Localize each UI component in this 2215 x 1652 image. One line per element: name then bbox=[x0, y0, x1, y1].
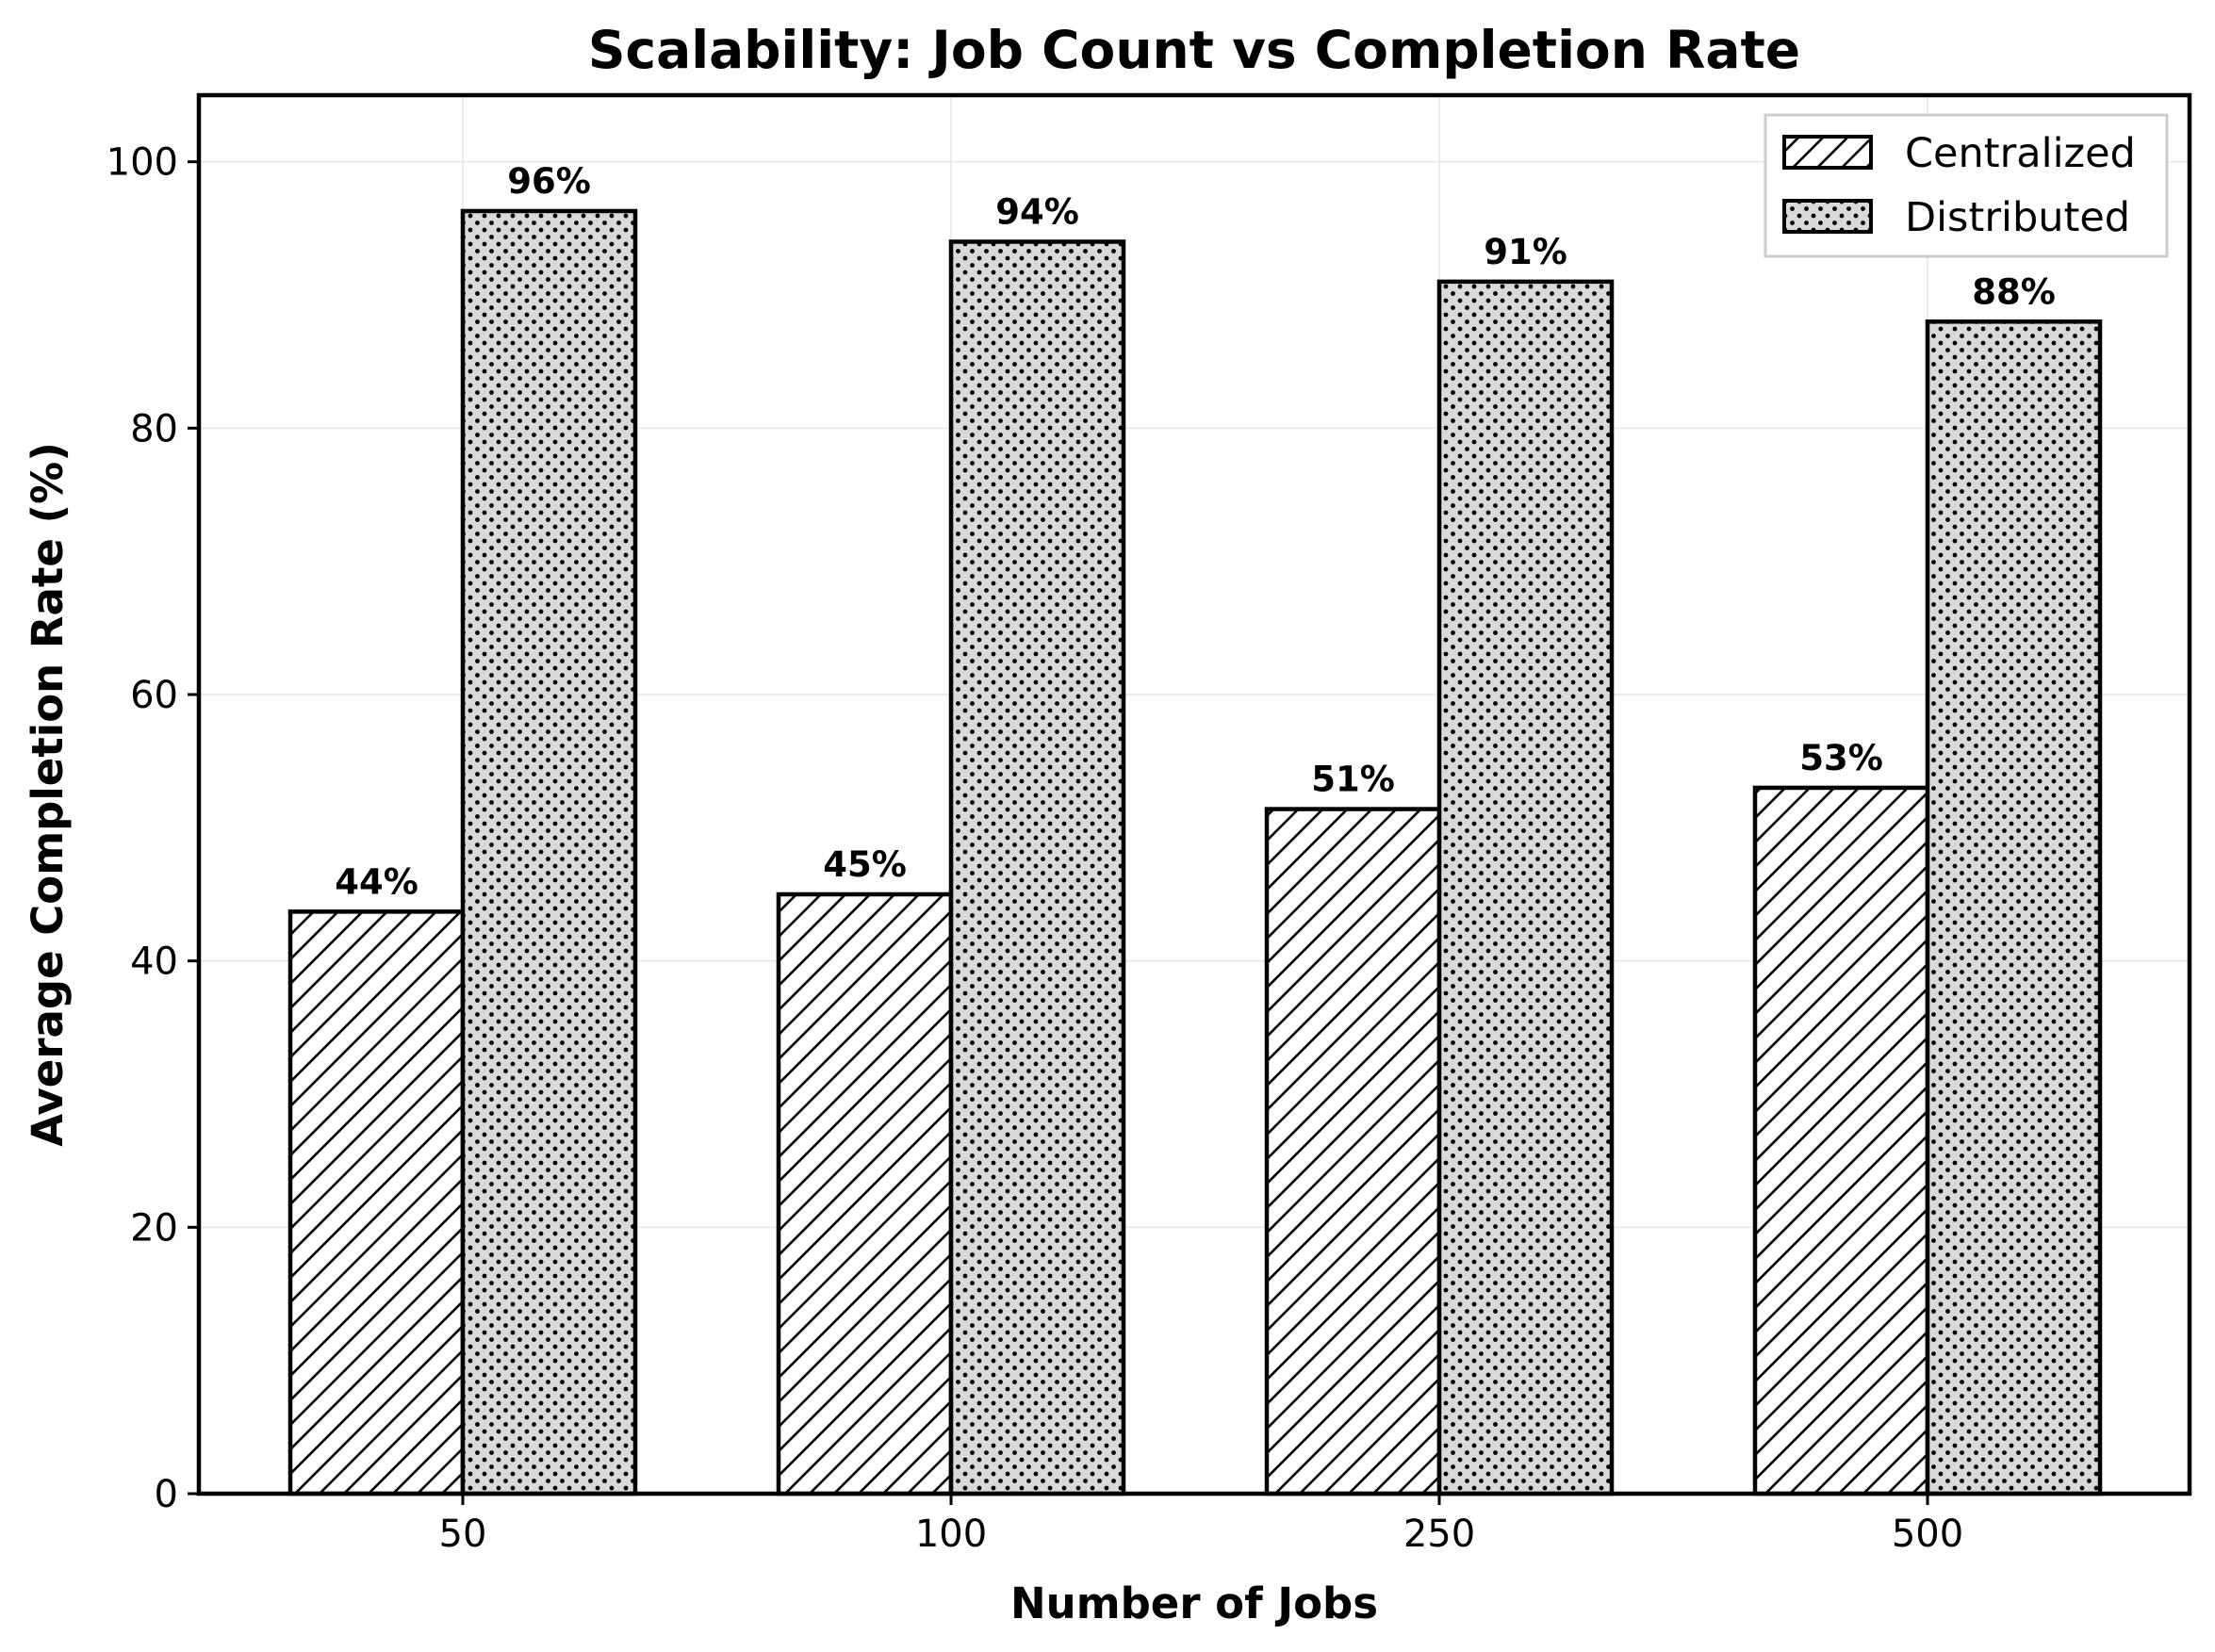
bar-centralized-50 bbox=[287, 909, 466, 1497]
y-tick-label: 40 bbox=[130, 940, 178, 984]
legend-swatch-centralized bbox=[1782, 135, 1873, 170]
bar-centralized-250 bbox=[1264, 807, 1442, 1497]
x-tick-label: 100 bbox=[915, 1513, 987, 1556]
bar-centralized-100 bbox=[776, 891, 954, 1497]
x-tick-label: 250 bbox=[1403, 1513, 1475, 1556]
x-tick-label: 50 bbox=[439, 1513, 487, 1556]
y-tick-label: 80 bbox=[130, 407, 178, 450]
data-label-centralized-250: 51% bbox=[1311, 760, 1395, 800]
bars-group bbox=[287, 208, 2103, 1497]
y-tick-label: 60 bbox=[130, 674, 178, 717]
bar-distributed-50 bbox=[460, 208, 638, 1497]
x-axis-label: Number of Jobs bbox=[1010, 1578, 1378, 1628]
plot-area-frame bbox=[196, 92, 2192, 1497]
y-tick-label: 100 bbox=[107, 141, 178, 185]
y-axis-label: Average Completion Rate (%) bbox=[23, 442, 73, 1147]
legend: Centralized Distributed bbox=[1764, 113, 2169, 258]
data-label-centralized-500: 53% bbox=[1799, 738, 1883, 778]
value-labels-group: 44% 45% 51% 53% 96% 94% 91% 88% bbox=[335, 161, 2056, 902]
y-axis: 0 20 40 60 80 100 bbox=[107, 141, 199, 1516]
bar-distributed-500 bbox=[1925, 319, 2103, 1497]
data-label-distributed-100: 94% bbox=[995, 191, 1079, 232]
chart-title: Scalability: Job Count vs Completion Rat… bbox=[588, 20, 1800, 80]
data-label-distributed-50: 96% bbox=[507, 161, 591, 202]
data-label-centralized-100: 45% bbox=[823, 844, 907, 885]
bar-centralized-500 bbox=[1752, 785, 1930, 1497]
legend-label-distributed: Distributed bbox=[1905, 194, 2130, 241]
data-label-distributed-500: 88% bbox=[1972, 271, 2056, 312]
legend-label-centralized: Centralized bbox=[1905, 130, 2136, 177]
y-tick-label: 20 bbox=[130, 1206, 178, 1250]
bar-distributed-250 bbox=[1436, 279, 1615, 1497]
x-tick-label: 500 bbox=[1892, 1513, 1963, 1556]
data-label-centralized-50: 44% bbox=[335, 861, 418, 902]
y-tick-label: 0 bbox=[155, 1473, 178, 1516]
data-label-distributed-250: 91% bbox=[1484, 232, 1567, 272]
bar-distributed-100 bbox=[948, 239, 1126, 1497]
x-axis: 50 100 250 500 bbox=[439, 1494, 1963, 1556]
legend-swatch-distributed bbox=[1782, 199, 1873, 234]
